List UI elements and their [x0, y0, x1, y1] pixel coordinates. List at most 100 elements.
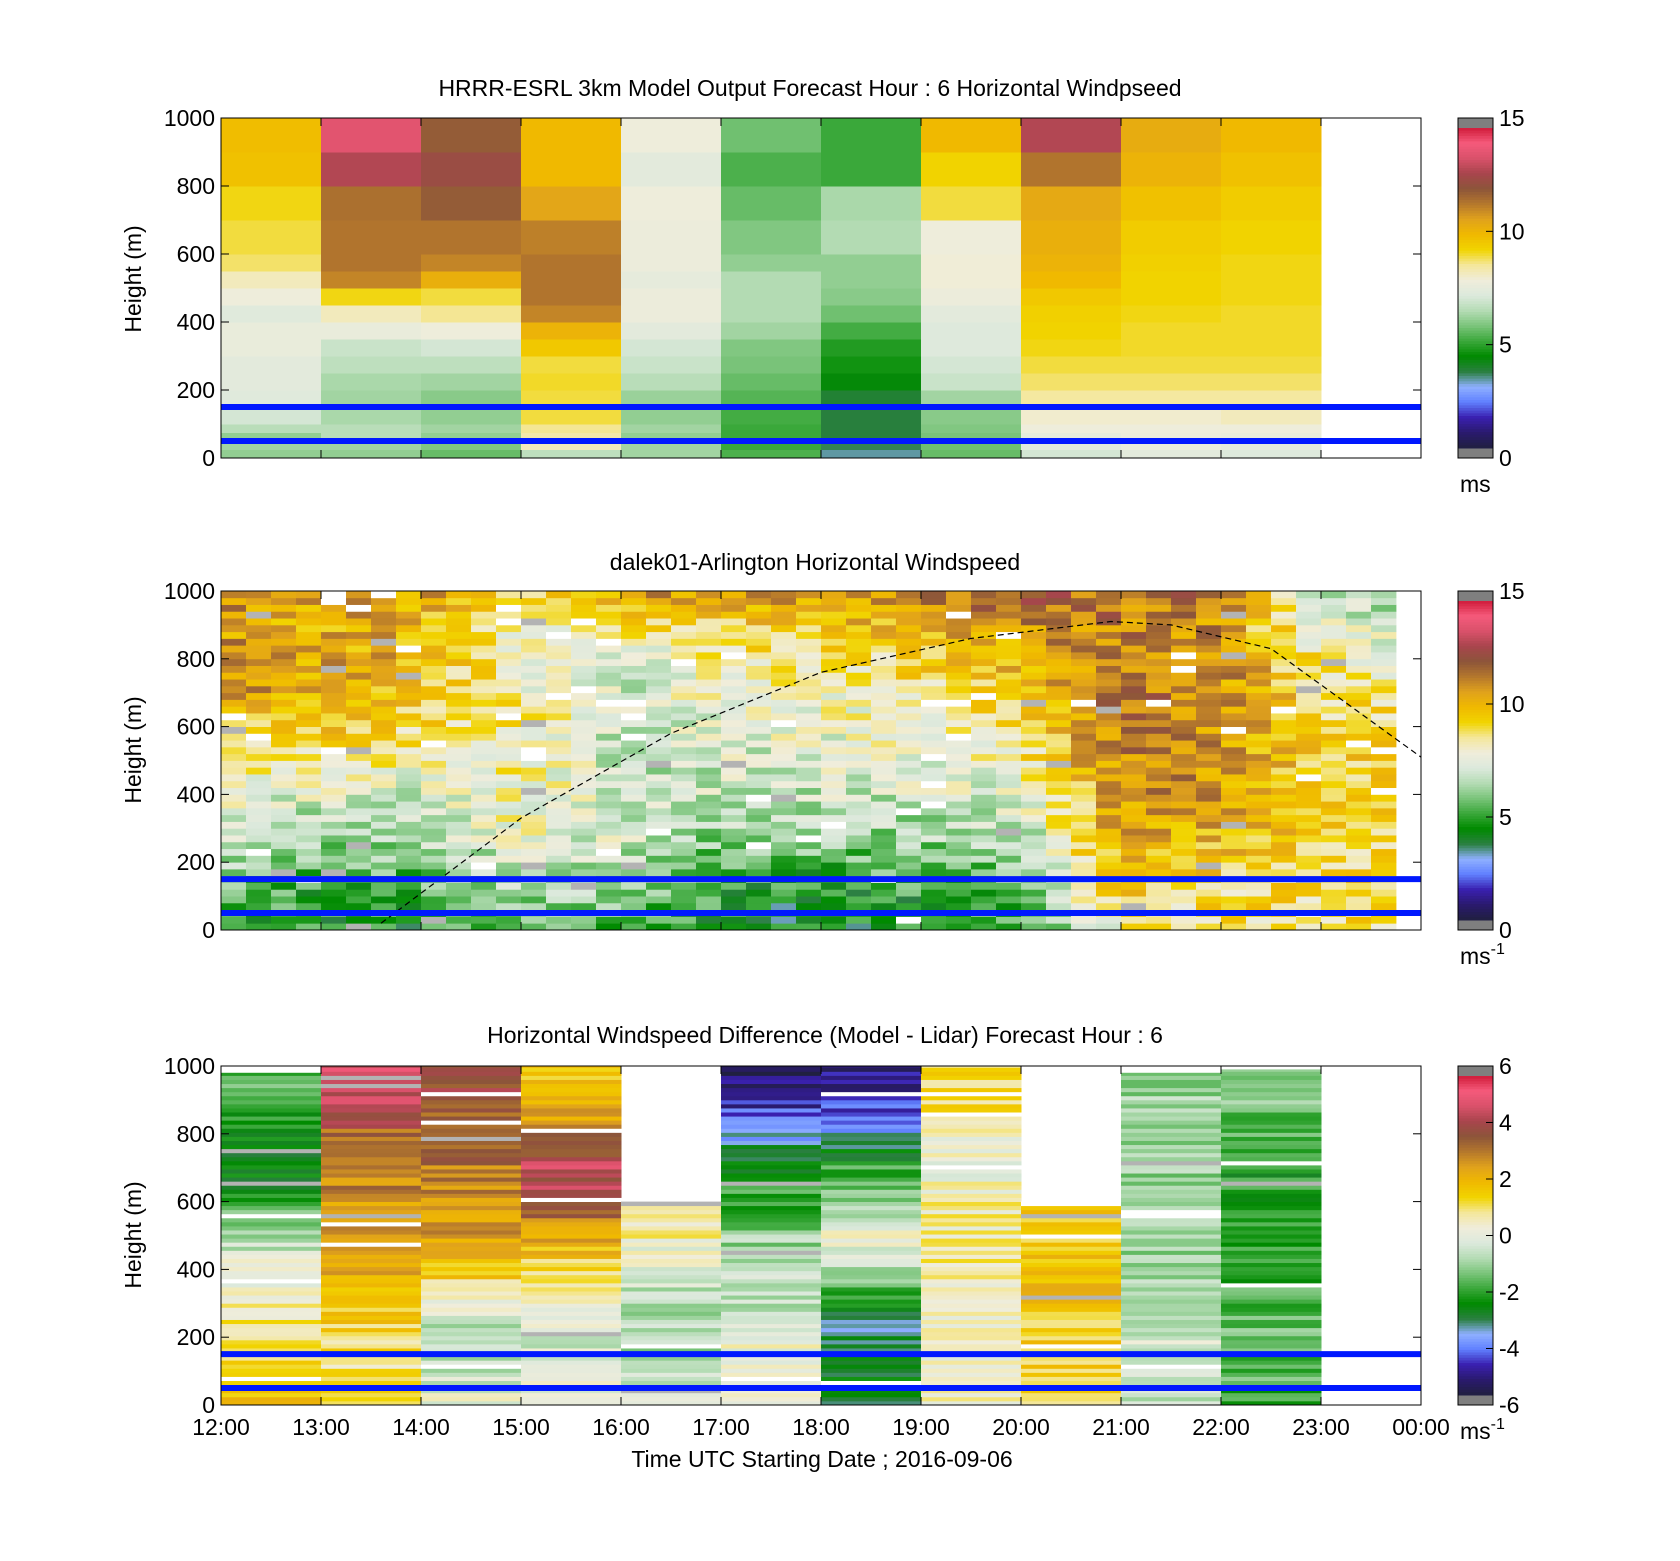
colorbar-segment: [1458, 797, 1493, 801]
difference-cell: [521, 1319, 622, 1325]
lidar-cell: [446, 896, 472, 904]
lidar-cell: [546, 835, 572, 843]
lidar-cell: [1346, 604, 1372, 612]
lidar-cell: [796, 597, 822, 605]
difference-cell: [221, 1205, 322, 1211]
colorbar-segment: [1458, 432, 1493, 436]
difference-cell: [321, 1299, 422, 1304]
lidar-cell: [696, 624, 722, 633]
lidar-cell: [871, 624, 897, 633]
lidar-cell: [821, 638, 847, 646]
difference-cell: [221, 1189, 322, 1194]
difference-cell: [821, 1295, 922, 1300]
difference-cell: [1021, 1230, 1122, 1235]
lidar-cell: [1071, 835, 1097, 843]
difference-cell: [221, 1201, 322, 1207]
model-cell: [321, 186, 422, 221]
lidar-cell: [421, 794, 447, 802]
lidar-cell: [496, 787, 522, 795]
difference-cell: [421, 1144, 522, 1150]
difference-cell: [1121, 1295, 1222, 1300]
lidar-cell: [321, 848, 347, 856]
lidar-cell: [696, 706, 722, 714]
lidar-cell: [646, 591, 672, 599]
colorbar-segment: [1458, 1219, 1493, 1223]
lidar-cell: [221, 780, 247, 789]
lidar-cell: [546, 923, 572, 931]
lidar-cell: [571, 774, 597, 782]
lidar-cell: [1346, 868, 1372, 877]
difference-cell: [221, 1173, 322, 1178]
lidar-cell: [1271, 591, 1297, 599]
lidar-cell: [1271, 848, 1297, 856]
colorbar-segment: [1458, 656, 1493, 660]
difference-cell: [421, 1287, 522, 1292]
lidar-cell: [896, 828, 922, 836]
difference-cell: [1121, 1250, 1222, 1255]
lidar-cell: [1096, 699, 1122, 707]
colorbar-segment: [1458, 648, 1493, 653]
lidar-cell: [621, 740, 647, 748]
difference-cell: [1221, 1400, 1322, 1406]
lidar-cell: [996, 733, 1022, 741]
colorbar-segment: [1458, 906, 1493, 910]
lidar-cell: [946, 882, 972, 890]
lidar-cell: [696, 760, 722, 768]
lidar-cell: [1221, 672, 1247, 680]
difference-cell: [521, 1238, 622, 1243]
difference-cell: [421, 1099, 522, 1105]
lidar-cell: [646, 733, 672, 741]
lidar-cell: [821, 719, 847, 727]
colorbar-tick-label: 0: [1499, 445, 1512, 471]
lidar-cell: [1196, 862, 1222, 870]
lidar-cell: [396, 862, 422, 870]
lidar-cell: [1271, 733, 1297, 741]
difference-cell: [1121, 1087, 1222, 1093]
lidar-cell: [1296, 916, 1322, 924]
lidar-cell: [1271, 618, 1297, 626]
lidar-cell: [896, 889, 922, 897]
lidar-cell: [996, 882, 1022, 890]
lidar-cell: [1346, 855, 1372, 863]
xtick-label: 00:00: [1392, 1414, 1450, 1440]
lidar-cell: [871, 855, 897, 863]
lidar-cell: [1096, 645, 1122, 653]
model-cell: [621, 441, 722, 450]
lidar-cell: [971, 611, 997, 619]
lidar-cell: [496, 821, 522, 829]
lidar-cell: [946, 618, 972, 626]
lidar-cell: [796, 862, 822, 870]
lidar-cell: [1171, 814, 1197, 822]
difference-cell: [521, 1189, 622, 1194]
lidar-cell: [396, 699, 422, 707]
model-cell: [1021, 441, 1122, 450]
difference-cell: [421, 1193, 522, 1198]
colorbar-segment: [1458, 234, 1493, 238]
lidar-cell: [1196, 774, 1222, 782]
lidar-cell: [796, 746, 822, 755]
lidar-cell: [421, 828, 447, 836]
colorbar-segment: [1458, 800, 1493, 804]
lidar-cell: [621, 828, 647, 836]
difference-cell: [1221, 1335, 1322, 1341]
lidar-cell: [921, 821, 947, 829]
model-cell: [921, 118, 1022, 153]
lidar-cell: [446, 746, 472, 755]
model-cell: [1021, 271, 1122, 289]
colorbar-segment: [1458, 1339, 1493, 1343]
lidar-cell: [921, 746, 947, 755]
lidar-cell: [1321, 672, 1347, 680]
model-cell: [621, 373, 722, 391]
lidar-cell: [296, 923, 322, 931]
lidar-cell: [396, 740, 422, 748]
model-cell: [221, 390, 322, 408]
lidar-cell: [646, 618, 672, 626]
model-cell: [921, 322, 1022, 340]
lidar-cell: [346, 726, 372, 734]
lidar-cell: [1246, 794, 1272, 802]
difference-cell: [521, 1339, 622, 1345]
lidar-cell: [1096, 753, 1122, 761]
difference-cell: [1121, 1238, 1222, 1243]
lidar-cell: [821, 794, 847, 802]
colorbar-segment: [1458, 250, 1493, 254]
